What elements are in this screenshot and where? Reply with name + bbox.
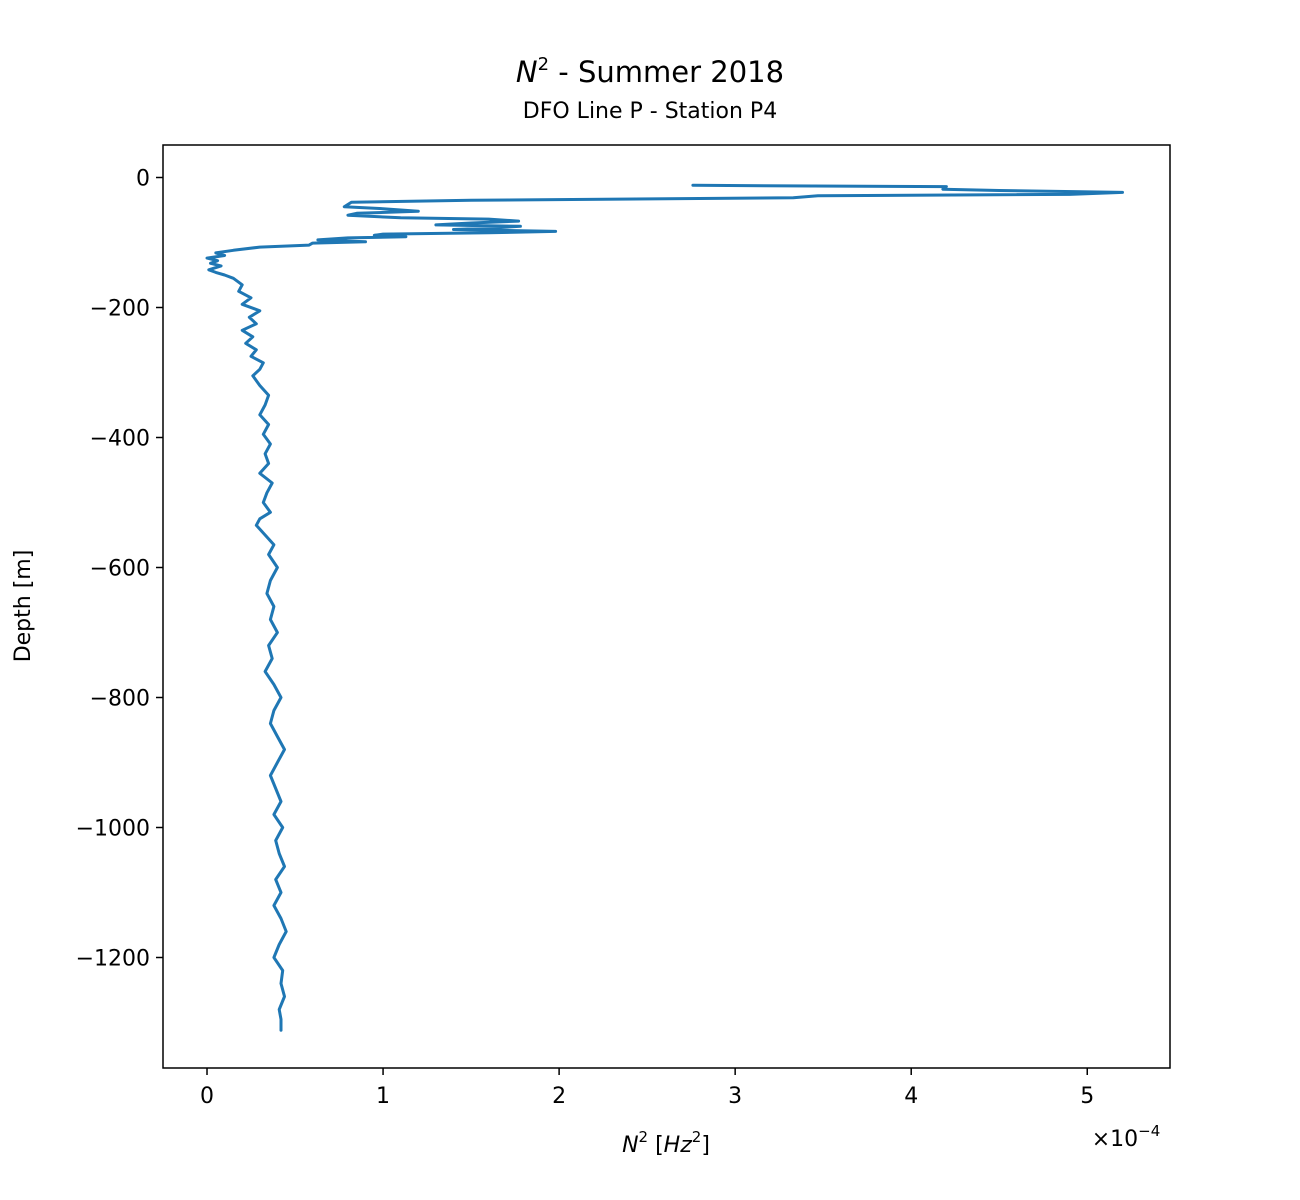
chart-title: N2 - Summer 2018 (516, 54, 784, 89)
x-label-superscript: 2 (639, 1128, 649, 1146)
x-tick-label: 4 (904, 1084, 918, 1109)
x-multiplier-base: ×10 (1092, 1127, 1138, 1152)
plot-area (162, 144, 1171, 1069)
y-tick-label: −600 (90, 557, 150, 582)
y-tick-label: −800 (90, 687, 150, 712)
series-line (205, 183, 1124, 1032)
title-symbol: N (516, 55, 538, 89)
y-axis-label: Depth [m] (11, 550, 36, 663)
title-superscript: 2 (538, 54, 549, 75)
chart-subtitle: DFO Line P - Station P4 (523, 99, 777, 124)
x-label-symbol: N (622, 1133, 638, 1158)
y-tick-label: 0 (136, 167, 150, 192)
y-tick-label: −1200 (76, 947, 150, 972)
x-multiplier-exponent: −4 (1138, 1122, 1160, 1140)
x-tick-label: 1 (376, 1084, 390, 1109)
x-tick-label: 0 (200, 1084, 214, 1109)
x-label-unit: Hz (664, 1133, 693, 1158)
x-tick-label: 3 (728, 1084, 742, 1109)
x-tick-label: 2 (552, 1084, 566, 1109)
y-tick-label: −400 (90, 427, 150, 452)
x-axis-label: N2 [Hz2] (622, 1128, 710, 1158)
x-label-bracket-close: ] (701, 1133, 710, 1158)
x-axis-multiplier: ×10−4 (1092, 1122, 1161, 1152)
x-label-unit-superscript: 2 (692, 1128, 702, 1146)
plot-frame (162, 144, 1171, 1069)
y-axis-ticks: 0 −200 −400 −600 −800 −1000 −1200 (76, 167, 163, 972)
x-axis-ticks: 0 1 2 3 4 5 (200, 1068, 1094, 1109)
y-tick-label: −200 (90, 297, 150, 322)
y-tick-label: −1000 (76, 817, 150, 842)
x-tick-label: 5 (1080, 1084, 1094, 1109)
title-text: - Summer 2018 (549, 55, 784, 89)
x-label-bracket-open: [ (648, 1133, 664, 1158)
